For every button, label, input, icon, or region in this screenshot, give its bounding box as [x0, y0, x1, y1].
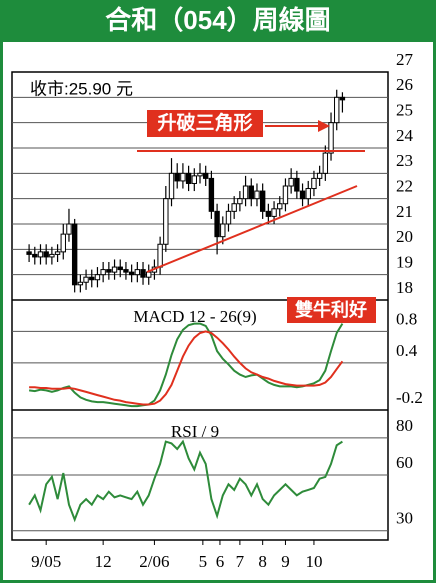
candle-body — [328, 122, 334, 154]
candle-body — [134, 269, 141, 276]
candle-body — [26, 251, 32, 255]
candle-body — [157, 243, 163, 268]
candle-body — [83, 276, 89, 283]
x-tick-label: 9 — [281, 552, 290, 571]
x-tick-label: 6 — [216, 552, 225, 571]
y-tick-label: 60 — [396, 453, 413, 472]
y-tick-label: 22 — [396, 177, 413, 196]
panel-title: MACD 12 - 26(9) — [133, 307, 256, 326]
candle-body — [117, 266, 123, 271]
candle-body — [66, 223, 72, 235]
y-tick-label: 27 — [396, 50, 414, 69]
candle-body — [37, 251, 44, 258]
candle-body — [60, 233, 66, 253]
candle-body — [237, 198, 243, 205]
y-tick-label: 30 — [396, 509, 413, 528]
candle-body — [54, 251, 61, 255]
candle-body — [123, 269, 129, 273]
candle-body — [146, 271, 152, 278]
candle-body — [277, 203, 283, 210]
candle-body — [220, 223, 226, 238]
y-tick-label: 0.4 — [396, 341, 418, 360]
candle-body — [254, 190, 260, 200]
y-tick-label: 23 — [396, 151, 413, 170]
close-annotation: 收市:25.90 元 — [30, 79, 133, 98]
y-tick-label: 21 — [396, 202, 413, 221]
candle-body — [163, 198, 169, 245]
candle-body — [111, 266, 118, 273]
trend-line — [146, 185, 358, 273]
candle-body — [316, 172, 323, 179]
x-tick-label: 10 — [305, 552, 322, 571]
candle-body — [191, 175, 198, 184]
candle-body — [43, 251, 49, 258]
annotation-box — [147, 110, 263, 137]
annotation-box — [287, 297, 376, 323]
y-tick-label: 18 — [396, 278, 413, 297]
x-tick-label: 12 — [95, 552, 112, 571]
x-tick-label: 8 — [258, 552, 267, 571]
candle-body — [168, 172, 175, 200]
x-tick-label: 5 — [199, 552, 208, 571]
y-tick-label: 25 — [396, 101, 413, 120]
candle-body — [339, 96, 346, 101]
candle-body — [305, 188, 311, 200]
candle-body — [311, 177, 317, 190]
line-series — [29, 330, 344, 406]
breakout-annotation: 升破三角形 — [157, 111, 252, 134]
candle-body — [259, 190, 266, 212]
candle-body — [77, 281, 84, 286]
y-tick-label: 20 — [396, 227, 413, 246]
candle-body — [174, 172, 180, 182]
y-tick-label: 19 — [396, 253, 413, 272]
candle-body — [288, 177, 294, 187]
candle-body — [214, 210, 220, 238]
arrow-head — [318, 120, 330, 132]
macd-annotation: 雙牛利好 — [295, 299, 367, 320]
candle-body — [202, 172, 209, 179]
candle-body — [106, 269, 112, 273]
candle-body — [128, 271, 135, 276]
candle-body — [242, 185, 249, 200]
candle-body — [89, 276, 95, 281]
plot-frame — [11, 71, 389, 541]
candle-body — [231, 203, 237, 212]
line-series — [28, 322, 344, 408]
candle-body — [271, 208, 277, 217]
candle-body — [334, 96, 340, 124]
candle-body — [265, 210, 272, 217]
panel-title: RSI / 9 — [171, 422, 219, 441]
candle-body — [32, 253, 38, 258]
candle-body — [208, 177, 215, 212]
candle-body — [299, 190, 306, 200]
candle-body — [197, 172, 203, 177]
x-tick-label: 9/05 — [31, 552, 61, 571]
candle-body — [94, 274, 101, 281]
y-tick-label: 24 — [396, 126, 414, 145]
candle-body — [180, 172, 186, 182]
candle-body — [248, 185, 254, 200]
x-tick-label: 2/06 — [139, 552, 169, 571]
title-bar — [0, 0, 436, 42]
candle-body — [100, 269, 106, 276]
candle-body — [185, 172, 192, 184]
candle-body — [282, 185, 289, 205]
x-tick-label: 7 — [236, 552, 245, 571]
y-tick-label: -0.2 — [396, 388, 423, 407]
y-tick-label: 26 — [396, 75, 413, 94]
chart-title: 合和（054）周線圖 — [105, 5, 330, 35]
candle-body — [322, 152, 329, 174]
y-tick-label: 0.8 — [396, 309, 417, 328]
candle-body — [225, 210, 232, 225]
candle-body — [49, 253, 55, 258]
candle-body — [71, 223, 78, 286]
candle-body — [294, 177, 300, 192]
line-series — [28, 439, 343, 523]
y-tick-label: 80 — [396, 416, 413, 435]
candle-body — [140, 269, 146, 278]
